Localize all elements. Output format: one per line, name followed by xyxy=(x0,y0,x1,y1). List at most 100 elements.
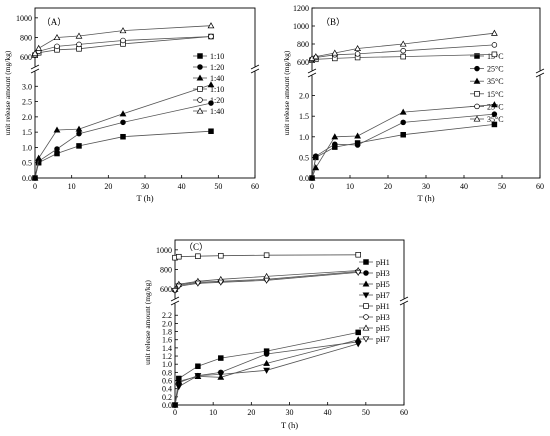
y-tick-label: 0.5 xyxy=(299,153,309,162)
data-point xyxy=(355,252,361,258)
data-point xyxy=(491,111,498,117)
data-point xyxy=(331,49,339,56)
data-point xyxy=(120,119,126,126)
data-point xyxy=(35,44,43,51)
x-tick-label: 0 xyxy=(310,182,314,191)
data-point xyxy=(491,42,498,48)
data-point xyxy=(354,336,362,343)
y-tick-label: 1.8 xyxy=(162,328,172,337)
axis-break-gap xyxy=(308,70,316,76)
data-point xyxy=(120,133,126,140)
legend-label: pH7 xyxy=(376,335,390,344)
axis-break-mark xyxy=(535,68,545,74)
data-point xyxy=(400,131,406,138)
data-point xyxy=(207,81,215,88)
x-axis-label: T (h) xyxy=(281,420,298,430)
legend-marker xyxy=(473,77,481,84)
data-point xyxy=(195,363,201,369)
data-point xyxy=(208,33,214,40)
data-point xyxy=(54,43,60,50)
data-point xyxy=(53,33,61,41)
legend-marker xyxy=(363,314,369,320)
data-point xyxy=(312,164,320,171)
x-tick-label: 40 xyxy=(460,182,468,191)
legend-marker xyxy=(474,53,480,59)
y-tick-label: 0.0 xyxy=(22,174,32,183)
y-tick-label: 600 xyxy=(20,53,32,62)
y-tick-label: 1.4 xyxy=(162,344,172,353)
data-point xyxy=(217,279,225,286)
y-tick-label: 0.0 xyxy=(299,174,309,183)
legend-marker xyxy=(473,115,481,122)
data-point xyxy=(263,367,270,374)
y-tick-label: 1.5 xyxy=(22,128,32,137)
axis-break-gap xyxy=(400,298,408,304)
x-tick-label: 10 xyxy=(346,182,354,191)
data-point xyxy=(171,288,179,295)
y-tick-label: 0.6 xyxy=(162,377,172,386)
data-point xyxy=(313,153,319,159)
x-tick-label: 30 xyxy=(422,182,430,191)
chart-panel-1: 0 10 20 30 40 50 60 0.0 0.5 1.0 1.5 2.0 2.5 3.0 600 800… xyxy=(3,7,260,203)
data-point xyxy=(331,133,339,140)
legend-label: pH1 xyxy=(376,302,390,311)
data-point xyxy=(354,269,362,276)
data-point xyxy=(354,341,362,348)
legend-label: 1:10 xyxy=(210,85,224,94)
legend-label: 1:40 xyxy=(210,107,224,116)
y-tick-label: 1.0 xyxy=(299,133,309,142)
x-tick-label: 0 xyxy=(173,408,177,417)
plot-frame xyxy=(174,239,405,406)
x-tick-label: 30 xyxy=(286,408,294,417)
chart-panel-3: 0 10 20 30 40 50 60 0.00.20.40.60.81.01.21.41.6… xyxy=(143,239,409,430)
legend-marker xyxy=(363,259,369,265)
data-point xyxy=(354,132,361,139)
legend-marker xyxy=(197,97,203,103)
data-point xyxy=(308,174,316,181)
series-line xyxy=(311,104,495,179)
x-tick-label: 50 xyxy=(498,182,506,191)
chart-panel-2: 0 10 20 30 40 50 60 0.0 0.5 1.0 1.5 2.0 600 800 1000 12… xyxy=(282,4,545,203)
x-tick-label: 60 xyxy=(251,182,259,191)
legend-marker xyxy=(474,65,480,72)
legend-marker xyxy=(362,324,370,331)
y-tick-label: 3.0 xyxy=(22,82,32,91)
data-point xyxy=(354,142,361,148)
legend-label: 35°C xyxy=(487,77,504,86)
axis-break-gap xyxy=(536,70,544,76)
legend-marker xyxy=(197,86,203,92)
data-point xyxy=(207,22,215,29)
y-tick-label: 1.0 xyxy=(22,143,32,152)
axis-break-mark xyxy=(399,296,409,302)
data-point xyxy=(400,47,406,54)
data-point xyxy=(491,51,498,58)
y-tick-label: 800 xyxy=(297,40,309,49)
legend-marker xyxy=(362,280,370,287)
y-tick-label: 600 xyxy=(297,58,309,67)
legend-label: 1:10 xyxy=(210,52,224,61)
data-point xyxy=(491,121,498,128)
x-tick-label: 60 xyxy=(536,182,544,191)
legend-label: pH5 xyxy=(376,324,390,333)
y-axis-label: unit release amount (mg/kg) xyxy=(143,280,152,365)
y-tick-label: 1000 xyxy=(156,246,172,255)
data-point xyxy=(175,377,183,384)
data-point xyxy=(54,146,60,152)
legend-label: pH1 xyxy=(376,258,390,267)
data-point xyxy=(194,373,202,380)
y-tick-label: 2.2 xyxy=(162,311,172,320)
axis-break-mark xyxy=(399,300,409,306)
data-point xyxy=(175,384,183,391)
axis-break-mark xyxy=(307,68,317,74)
x-tick-label: 20 xyxy=(384,182,392,191)
x-tick-label: 10 xyxy=(209,408,217,417)
data-point xyxy=(208,128,214,134)
x-tick-label: 10 xyxy=(68,182,76,191)
data-point xyxy=(400,53,406,60)
data-point xyxy=(120,37,126,44)
y-axis-label: unit release amount (mg/kg) xyxy=(282,50,291,135)
x-tick-label: 20 xyxy=(247,408,255,417)
data-point xyxy=(175,283,183,290)
legend-marker xyxy=(197,64,203,70)
y-tick-label: 1.5 xyxy=(299,112,309,121)
